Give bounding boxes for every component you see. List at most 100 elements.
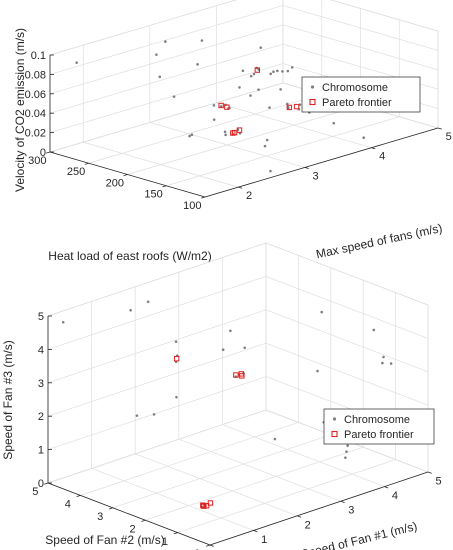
data-point <box>381 361 384 365</box>
y-tick <box>76 495 81 498</box>
data-point <box>316 369 319 373</box>
y-axis-line <box>47 482 211 546</box>
pane-edge <box>47 409 267 484</box>
data-point <box>196 63 199 66</box>
x-axis-line <box>204 127 439 198</box>
data-point <box>249 74 253 78</box>
data-point <box>263 144 267 148</box>
gridline-z <box>47 342 267 417</box>
x-tick-label: 4 <box>379 151 385 163</box>
x-tick <box>427 471 432 474</box>
gridline-y <box>177 459 396 533</box>
data-point <box>276 69 279 73</box>
gridline-z <box>265 342 429 406</box>
legend-label: Pareto frontier <box>322 97 392 109</box>
gridline-z <box>282 24 439 71</box>
z-tick-label: 0.04 <box>25 108 46 120</box>
data-point <box>257 88 260 91</box>
gridline-y <box>112 434 331 509</box>
y-tick <box>201 196 206 199</box>
gridline-y <box>145 446 364 521</box>
gridline-z <box>265 276 429 339</box>
data-point <box>207 500 214 506</box>
data-point <box>290 66 294 69</box>
z-tick-label: 0.02 <box>25 128 46 140</box>
y-tick <box>162 185 167 188</box>
z-tick-label: 0 <box>38 478 44 490</box>
series-pareto-frontier <box>218 67 300 136</box>
x-axis-label: Max speed of fans (m/s) <box>315 221 444 261</box>
data-point <box>238 86 241 89</box>
data-point <box>188 134 191 138</box>
y-tick <box>44 482 49 485</box>
gridline-z <box>49 63 284 133</box>
y-tick-label: 1 <box>162 536 168 548</box>
x-tick <box>340 500 345 504</box>
data-point <box>269 169 272 173</box>
gridline-z <box>47 276 267 350</box>
data-point <box>200 502 206 508</box>
data-point <box>212 118 216 121</box>
gridline-z <box>282 5 439 51</box>
data-point <box>285 102 289 106</box>
data-point <box>61 320 65 324</box>
data-point <box>203 503 210 509</box>
legend-label: Chromosome <box>322 82 388 94</box>
x-tick <box>209 544 214 547</box>
data-point <box>241 69 245 73</box>
y-tick-label: 4 <box>65 499 71 511</box>
y-tick <box>141 519 146 522</box>
y-tick-label: 200 <box>106 177 124 189</box>
z-tick-label: 0.1 <box>31 50 46 62</box>
x-tick-label: 5 <box>446 131 452 143</box>
x-tick <box>297 515 302 518</box>
pane-edge <box>265 242 429 306</box>
y-axis-label: Speed of Fan #2 (m/s) <box>45 533 164 547</box>
data-point <box>129 308 132 312</box>
x-tick <box>384 486 389 489</box>
data-point <box>345 450 348 453</box>
y-tick <box>206 544 211 547</box>
x-axis-line <box>209 471 429 546</box>
data-point <box>320 310 324 314</box>
legend-box <box>301 76 421 113</box>
data-point <box>272 70 275 74</box>
x-axis-label: Speed of Fan #1 (m/s) <box>299 519 418 550</box>
chart-2-grid <box>47 242 429 546</box>
x-tick-label: 2 <box>246 190 252 202</box>
y-tick-label: 300 <box>28 155 46 167</box>
data-point <box>259 46 263 49</box>
pane-edge <box>49 0 237 56</box>
gridline-z <box>49 5 284 75</box>
data-point <box>158 75 162 79</box>
data-point <box>236 127 243 133</box>
data-point <box>219 105 223 108</box>
data-point <box>254 67 261 73</box>
y-tick <box>123 174 128 177</box>
y-tick-label: 5 <box>32 486 38 498</box>
x-tick-label: 4 <box>392 490 398 502</box>
gridline-z <box>49 0 237 56</box>
pane-edge <box>329 0 439 32</box>
data-point <box>233 372 239 378</box>
x-tick-label: 5 <box>435 476 441 488</box>
y-tick <box>84 162 89 165</box>
y-tick-label: 2 <box>129 523 135 535</box>
data-point <box>212 104 216 107</box>
pane-edge <box>49 82 284 153</box>
z-axis-label: Velocity of CO2 emission (m/s) <box>13 28 27 192</box>
gridline-x <box>178 438 341 502</box>
y-tick-label: 0 <box>194 548 200 550</box>
z-tick-label: 0.06 <box>25 89 46 101</box>
chart-2: 012345012345012345Speed of Fan #1 (m/s)S… <box>1 242 442 550</box>
pane-edge <box>47 242 267 317</box>
data-point <box>269 72 272 76</box>
data-point <box>224 133 227 137</box>
legend-box <box>323 408 435 445</box>
y-tick <box>46 151 51 154</box>
legend: Chromosome Pareto frontier <box>323 408 435 445</box>
y-tick-label: 3 <box>97 511 103 523</box>
